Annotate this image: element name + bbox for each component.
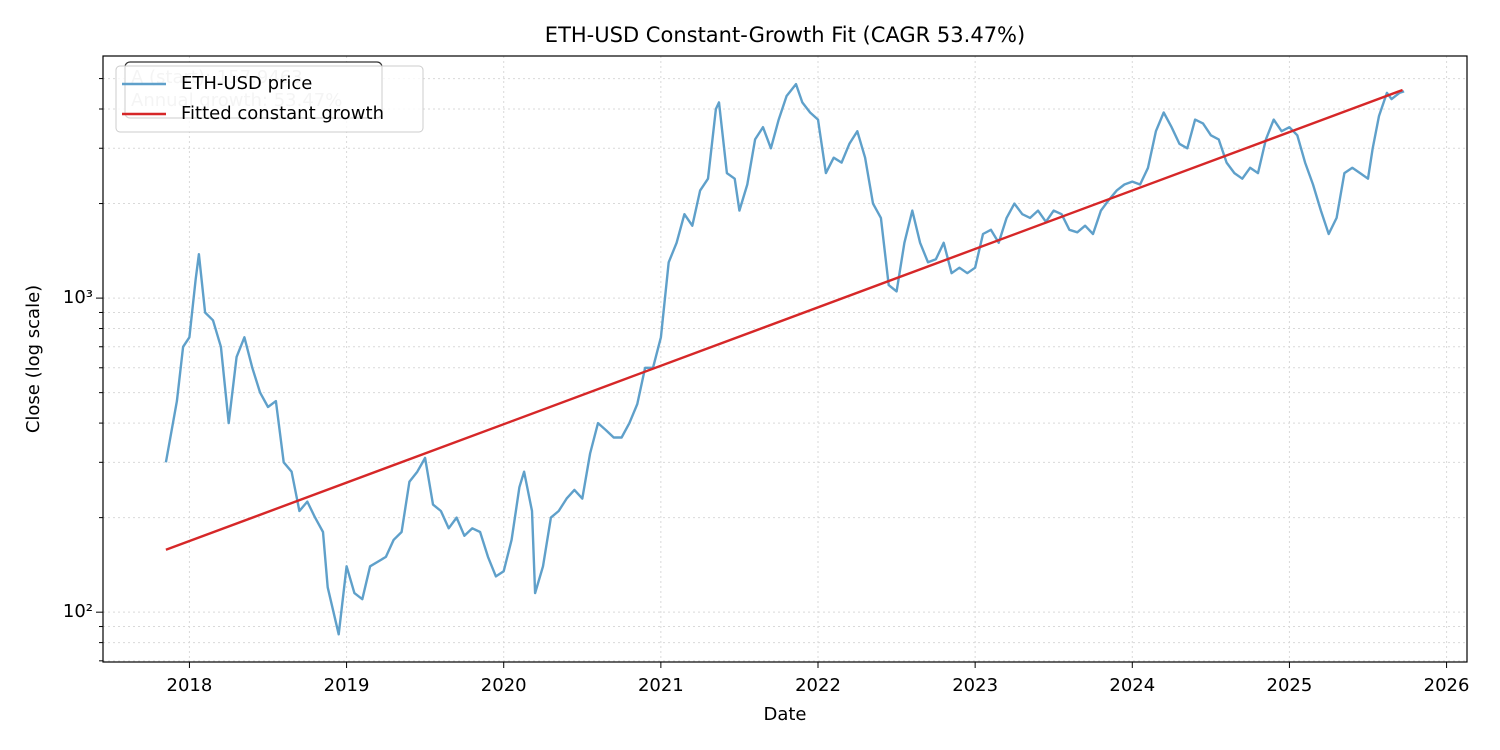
x-tick-label: 2026 <box>1424 675 1470 696</box>
x-tick-label: 2023 <box>952 675 998 696</box>
x-tick-label: 2018 <box>167 675 213 696</box>
y-tick-label: 10² <box>63 601 93 622</box>
series-line <box>165 88 1404 551</box>
y-axis-label: Close (log scale) <box>23 285 44 433</box>
series-line <box>164 82 1405 636</box>
plot-frame <box>102 55 1468 663</box>
legend-label: ETH-USD price <box>181 73 312 94</box>
legend-box <box>115 65 424 133</box>
x-tick-label: 2020 <box>481 675 527 696</box>
x-tick-label: 2021 <box>638 675 684 696</box>
x-tick-label: 2022 <box>795 675 841 696</box>
y-tick-label: 10³ <box>63 287 93 308</box>
chart-title: ETH-USD Constant-Growth Fit (CAGR 53.47%… <box>545 23 1025 47</box>
x-tick-label: 2025 <box>1267 675 1313 696</box>
x-axis-label: Date <box>763 704 806 725</box>
legend-label: Fitted constant growth <box>181 103 384 124</box>
x-tick-label: 2019 <box>324 675 370 696</box>
x-tick-label: 2024 <box>1109 675 1155 696</box>
